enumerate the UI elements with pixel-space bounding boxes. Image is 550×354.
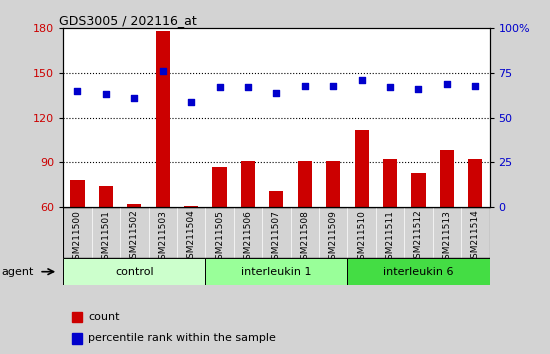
Bar	[468, 159, 482, 207]
Bar	[156, 31, 170, 207]
Bar	[72, 333, 82, 343]
Text: GSM211508: GSM211508	[300, 210, 309, 264]
Text: GSM211507: GSM211507	[272, 210, 281, 264]
Text: interleukin 1: interleukin 1	[241, 267, 312, 277]
FancyBboxPatch shape	[205, 258, 348, 285]
Text: GSM211504: GSM211504	[186, 210, 196, 264]
Bar	[72, 312, 82, 322]
Point	[186, 99, 196, 104]
FancyBboxPatch shape	[63, 258, 205, 285]
Point	[471, 83, 480, 88]
Bar	[70, 180, 85, 207]
Text: interleukin 6: interleukin 6	[383, 267, 454, 277]
Bar	[326, 161, 340, 207]
Text: GSM211509: GSM211509	[329, 210, 338, 264]
Bar	[127, 204, 141, 207]
Bar	[241, 161, 255, 207]
Text: GSM211501: GSM211501	[101, 210, 111, 264]
Text: GSM211510: GSM211510	[357, 210, 366, 264]
Point	[358, 77, 366, 83]
Point	[158, 68, 167, 74]
Text: agent: agent	[1, 267, 34, 277]
Bar	[184, 206, 198, 207]
Text: GSM211511: GSM211511	[386, 210, 394, 264]
Text: GSM211506: GSM211506	[244, 210, 252, 264]
Bar	[411, 173, 426, 207]
Bar	[270, 191, 283, 207]
Bar	[99, 186, 113, 207]
Bar	[383, 159, 397, 207]
Text: GSM211505: GSM211505	[215, 210, 224, 264]
Point	[215, 85, 224, 90]
Text: GDS3005 / 202116_at: GDS3005 / 202116_at	[59, 14, 197, 27]
Text: control: control	[115, 267, 153, 277]
Point	[414, 86, 423, 92]
Point	[73, 88, 82, 94]
Point	[244, 85, 252, 90]
Bar	[298, 161, 312, 207]
Text: GSM211500: GSM211500	[73, 210, 82, 264]
Point	[442, 81, 451, 87]
Text: GSM211512: GSM211512	[414, 210, 423, 264]
Text: percentile rank within the sample: percentile rank within the sample	[88, 333, 276, 343]
Point	[101, 92, 110, 97]
Point	[300, 83, 309, 88]
Point	[130, 95, 139, 101]
Text: GSM211503: GSM211503	[158, 210, 167, 264]
Text: GSM211513: GSM211513	[442, 210, 452, 264]
Bar	[440, 150, 454, 207]
FancyBboxPatch shape	[348, 258, 490, 285]
Point	[386, 85, 394, 90]
Text: count: count	[88, 312, 119, 322]
Text: GSM211514: GSM211514	[471, 210, 480, 264]
Point	[272, 90, 280, 96]
Text: GSM211502: GSM211502	[130, 210, 139, 264]
Bar	[212, 167, 227, 207]
Point	[329, 83, 338, 88]
Bar	[355, 130, 368, 207]
